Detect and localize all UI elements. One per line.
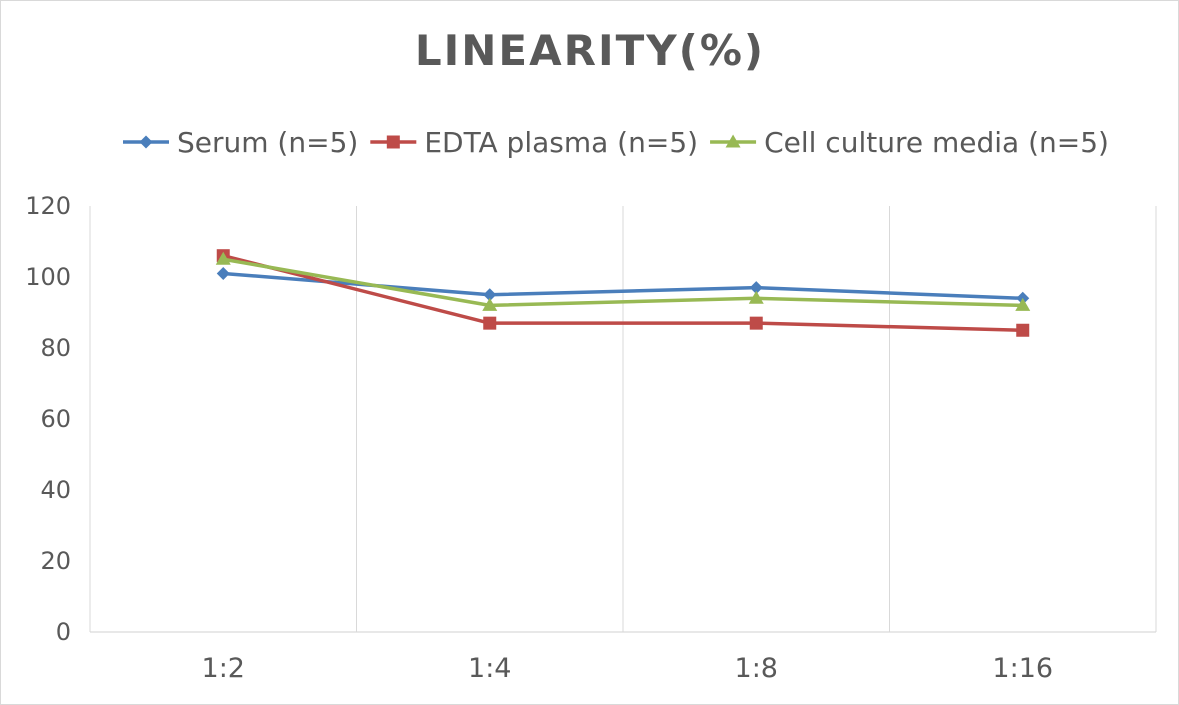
data-point (483, 288, 497, 302)
x-tick-label: 1:16 (992, 653, 1053, 684)
y-tick-label: 100 (25, 263, 71, 291)
y-tick-label: 20 (40, 547, 71, 575)
x-tick-label: 1:8 (735, 653, 778, 684)
series-3 (215, 251, 1031, 311)
legend-label: EDTA plasma (n=5) (424, 126, 698, 159)
series-line (222, 257, 1023, 308)
y-tick-label: 120 (25, 192, 71, 220)
y-axis: 0 20 40 60 80 100 120 (25, 192, 71, 646)
data-point (1016, 323, 1030, 337)
legend-marker (725, 134, 741, 148)
legend-marker (139, 135, 153, 149)
series-line (222, 254, 1023, 332)
y-tick-label: 40 (40, 476, 71, 504)
data-point (216, 266, 230, 280)
x-tick-label: 1:4 (468, 653, 511, 684)
legend-label: Cell culture media (n=5) (764, 126, 1109, 159)
legend-label: Serum (n=5) (177, 126, 358, 159)
y-tick-label: 0 (56, 618, 71, 646)
series-layer (215, 249, 1031, 337)
data-point (483, 316, 497, 330)
data-point (482, 297, 498, 311)
y-tick-label: 80 (40, 334, 71, 362)
legend-marker (386, 135, 400, 149)
data-point (215, 251, 231, 265)
legend-item: Cell culture media (n=5) (710, 126, 1109, 159)
legend: Serum (n=5) EDTA plasma (n=5) Cell culture… (123, 126, 1109, 159)
x-axis: 1:2 1:4 1:8 1:16 (90, 631, 1156, 684)
y-tick-label: 60 (40, 405, 71, 433)
legend-item: Serum (n=5) (123, 126, 358, 159)
gridlines (89, 206, 1157, 632)
x-tick-label: 1:2 (202, 653, 245, 684)
data-point (749, 316, 763, 330)
data-point (749, 281, 763, 295)
data-point (748, 290, 764, 304)
chart-title: LINEARITY(%) (415, 26, 765, 75)
data-point (1015, 297, 1031, 311)
legend-item: EDTA plasma (n=5) (370, 126, 698, 159)
